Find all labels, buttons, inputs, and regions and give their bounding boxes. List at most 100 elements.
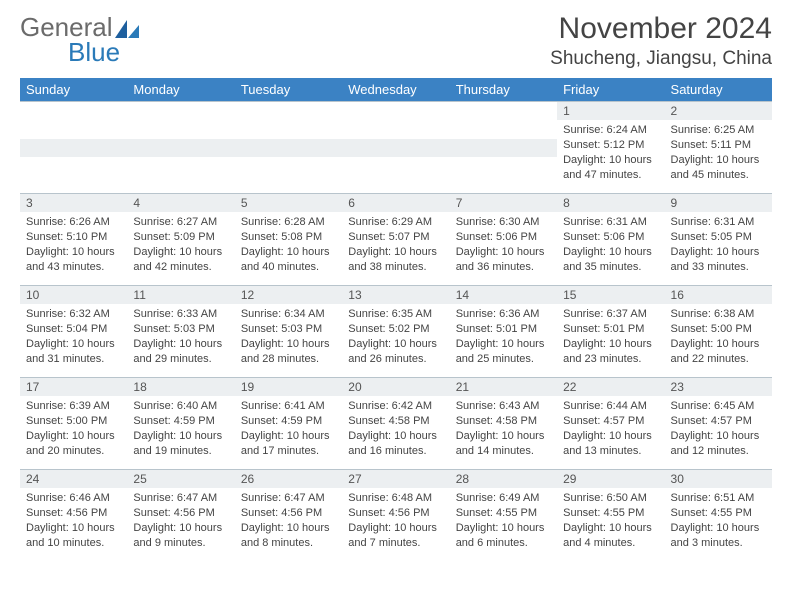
daylight-text: Daylight: 10 hours xyxy=(241,337,336,352)
day-cell: 7Sunrise: 6:30 AMSunset: 5:06 PMDaylight… xyxy=(450,194,557,286)
sunset-text: Sunset: 5:01 PM xyxy=(563,322,658,337)
sunrise-text: Sunrise: 6:40 AM xyxy=(133,399,228,414)
sunset-text: Sunset: 4:59 PM xyxy=(241,414,336,429)
daylight-text: and 45 minutes. xyxy=(671,168,766,183)
sunset-text: Sunset: 5:02 PM xyxy=(348,322,443,337)
day-cell: 21Sunrise: 6:43 AMSunset: 4:58 PMDayligh… xyxy=(450,378,557,470)
empty-daynum xyxy=(127,139,234,157)
day-cell: 11Sunrise: 6:33 AMSunset: 5:03 PMDayligh… xyxy=(127,286,234,378)
daylight-text: and 3 minutes. xyxy=(671,536,766,551)
empty-day xyxy=(127,102,234,194)
sunset-text: Sunset: 5:09 PM xyxy=(133,230,228,245)
day-cell: 3Sunrise: 6:26 AMSunset: 5:10 PMDaylight… xyxy=(20,194,127,286)
empty-day xyxy=(450,102,557,194)
day-header: Friday xyxy=(557,78,664,102)
day-body: Sunrise: 6:47 AMSunset: 4:56 PMDaylight:… xyxy=(235,488,342,554)
sunrise-text: Sunrise: 6:27 AM xyxy=(133,215,228,230)
day-number: 13 xyxy=(342,286,449,304)
day-cell: 6Sunrise: 6:29 AMSunset: 5:07 PMDaylight… xyxy=(342,194,449,286)
day-cell: 2Sunrise: 6:25 AMSunset: 5:11 PMDaylight… xyxy=(665,102,772,194)
sunrise-text: Sunrise: 6:33 AM xyxy=(133,307,228,322)
daylight-text: and 8 minutes. xyxy=(241,536,336,551)
day-number: 27 xyxy=(342,470,449,488)
day-cell: 10Sunrise: 6:32 AMSunset: 5:04 PMDayligh… xyxy=(20,286,127,378)
day-cell: 27Sunrise: 6:48 AMSunset: 4:56 PMDayligh… xyxy=(342,470,449,562)
day-body: Sunrise: 6:31 AMSunset: 5:06 PMDaylight:… xyxy=(557,212,664,278)
sunrise-text: Sunrise: 6:24 AM xyxy=(563,123,658,138)
empty-daynum xyxy=(235,139,342,157)
sunset-text: Sunset: 4:57 PM xyxy=(563,414,658,429)
day-body: Sunrise: 6:49 AMSunset: 4:55 PMDaylight:… xyxy=(450,488,557,554)
sunset-text: Sunset: 4:55 PM xyxy=(671,506,766,521)
location: Shucheng, Jiangsu, China xyxy=(550,48,772,70)
daylight-text: and 31 minutes. xyxy=(26,352,121,367)
daylight-text: and 9 minutes. xyxy=(133,536,228,551)
sunset-text: Sunset: 4:57 PM xyxy=(671,414,766,429)
day-cell: 4Sunrise: 6:27 AMSunset: 5:09 PMDaylight… xyxy=(127,194,234,286)
brand-logo: GeneralBlue xyxy=(20,12,143,68)
daylight-text: and 33 minutes. xyxy=(671,260,766,275)
daylight-text: and 4 minutes. xyxy=(563,536,658,551)
day-header: Wednesday xyxy=(342,78,449,102)
day-number: 2 xyxy=(665,102,772,120)
sunset-text: Sunset: 4:56 PM xyxy=(348,506,443,521)
daylight-text: and 25 minutes. xyxy=(456,352,551,367)
daylight-text: Daylight: 10 hours xyxy=(456,521,551,536)
sunset-text: Sunset: 5:07 PM xyxy=(348,230,443,245)
calendar-table: SundayMondayTuesdayWednesdayThursdayFrid… xyxy=(20,78,772,562)
day-number: 1 xyxy=(557,102,664,120)
daylight-text: Daylight: 10 hours xyxy=(133,245,228,260)
day-cell: 30Sunrise: 6:51 AMSunset: 4:55 PMDayligh… xyxy=(665,470,772,562)
day-cell: 9Sunrise: 6:31 AMSunset: 5:05 PMDaylight… xyxy=(665,194,772,286)
sunrise-text: Sunrise: 6:28 AM xyxy=(241,215,336,230)
day-number: 14 xyxy=(450,286,557,304)
daylight-text: and 36 minutes. xyxy=(456,260,551,275)
sunrise-text: Sunrise: 6:47 AM xyxy=(241,491,336,506)
sunset-text: Sunset: 4:55 PM xyxy=(456,506,551,521)
day-cell: 8Sunrise: 6:31 AMSunset: 5:06 PMDaylight… xyxy=(557,194,664,286)
daylight-text: Daylight: 10 hours xyxy=(348,245,443,260)
daylight-text: and 14 minutes. xyxy=(456,444,551,459)
sunrise-text: Sunrise: 6:38 AM xyxy=(671,307,766,322)
day-number: 30 xyxy=(665,470,772,488)
daylight-text: Daylight: 10 hours xyxy=(348,521,443,536)
day-body: Sunrise: 6:39 AMSunset: 5:00 PMDaylight:… xyxy=(20,396,127,462)
day-body: Sunrise: 6:51 AMSunset: 4:55 PMDaylight:… xyxy=(665,488,772,554)
sunrise-text: Sunrise: 6:46 AM xyxy=(26,491,121,506)
day-body: Sunrise: 6:33 AMSunset: 5:03 PMDaylight:… xyxy=(127,304,234,370)
sunset-text: Sunset: 5:12 PM xyxy=(563,138,658,153)
day-body: Sunrise: 6:50 AMSunset: 4:55 PMDaylight:… xyxy=(557,488,664,554)
day-number: 6 xyxy=(342,194,449,212)
sunrise-text: Sunrise: 6:41 AM xyxy=(241,399,336,414)
day-header: Saturday xyxy=(665,78,772,102)
day-number: 25 xyxy=(127,470,234,488)
day-body: Sunrise: 6:32 AMSunset: 5:04 PMDaylight:… xyxy=(20,304,127,370)
day-cell: 14Sunrise: 6:36 AMSunset: 5:01 PMDayligh… xyxy=(450,286,557,378)
brand-word2: Blue xyxy=(68,37,143,68)
daylight-text: Daylight: 10 hours xyxy=(241,521,336,536)
sunset-text: Sunset: 4:59 PM xyxy=(133,414,228,429)
day-number: 16 xyxy=(665,286,772,304)
day-cell: 25Sunrise: 6:47 AMSunset: 4:56 PMDayligh… xyxy=(127,470,234,562)
day-cell: 23Sunrise: 6:45 AMSunset: 4:57 PMDayligh… xyxy=(665,378,772,470)
daylight-text: and 17 minutes. xyxy=(241,444,336,459)
title-block: November 2024 Shucheng, Jiangsu, China xyxy=(550,12,772,70)
daylight-text: and 40 minutes. xyxy=(241,260,336,275)
day-header: Tuesday xyxy=(235,78,342,102)
sunset-text: Sunset: 5:04 PM xyxy=(26,322,121,337)
day-body: Sunrise: 6:29 AMSunset: 5:07 PMDaylight:… xyxy=(342,212,449,278)
sunrise-text: Sunrise: 6:45 AM xyxy=(671,399,766,414)
daylight-text: Daylight: 10 hours xyxy=(348,429,443,444)
daylight-text: and 6 minutes. xyxy=(456,536,551,551)
daylight-text: Daylight: 10 hours xyxy=(26,429,121,444)
day-body: Sunrise: 6:26 AMSunset: 5:10 PMDaylight:… xyxy=(20,212,127,278)
sunset-text: Sunset: 5:11 PM xyxy=(671,138,766,153)
empty-day xyxy=(20,102,127,194)
sunset-text: Sunset: 5:06 PM xyxy=(456,230,551,245)
daylight-text: Daylight: 10 hours xyxy=(133,337,228,352)
daylight-text: and 22 minutes. xyxy=(671,352,766,367)
day-body: Sunrise: 6:31 AMSunset: 5:05 PMDaylight:… xyxy=(665,212,772,278)
day-number: 9 xyxy=(665,194,772,212)
daylight-text: and 23 minutes. xyxy=(563,352,658,367)
sunset-text: Sunset: 5:06 PM xyxy=(563,230,658,245)
